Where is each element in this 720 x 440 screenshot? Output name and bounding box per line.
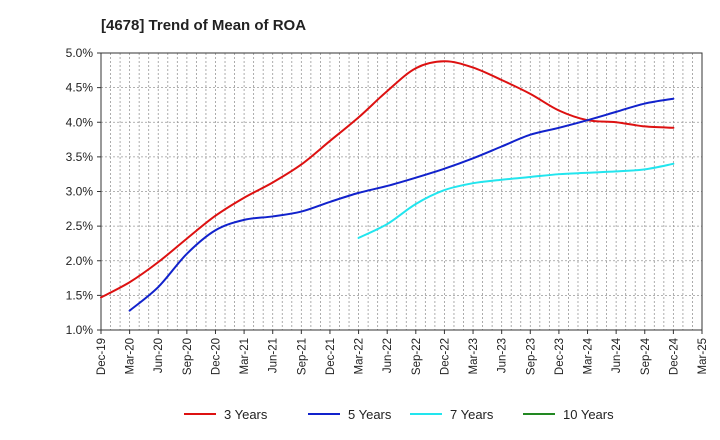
x-tick-label: Mar-25 <box>697 338 709 374</box>
y-tick-label: 5.0% <box>66 46 94 60</box>
series-line-3-years <box>100 60 675 299</box>
y-tick-label: 4.0% <box>66 115 94 129</box>
x-tick-label: Sep-21 <box>296 338 308 375</box>
x-tick-label: Sep-23 <box>525 338 537 375</box>
x-tick-label: Dec-20 <box>210 338 222 375</box>
x-tick-label: Jun-23 <box>497 338 509 373</box>
y-axis: 1.0% 1.5% 2.0% 2.5% 3.0% 3.5% 4.0% 4.5% 5.0% <box>66 46 101 337</box>
x-tick-label: Dec-19 <box>96 338 108 375</box>
y-tick-label: 1.5% <box>66 288 94 302</box>
y-tick-label: 2.0% <box>66 254 94 268</box>
series-line-7-years <box>357 162 675 239</box>
x-tick-label: Jun-20 <box>153 338 165 373</box>
x-tick-label: Mar-20 <box>125 338 137 374</box>
legend-label: 7 Years <box>450 407 494 422</box>
x-tick-label: Jun-24 <box>611 337 623 373</box>
x-tick-label: Sep-20 <box>182 338 194 375</box>
x-tick-label: Dec-24 <box>668 337 680 375</box>
x-tick-label: Dec-21 <box>325 338 337 375</box>
chart-title: [4678] Trend of Mean of ROA <box>101 17 306 34</box>
grid <box>101 53 702 330</box>
y-tick-label: 2.5% <box>66 219 94 233</box>
series-lines <box>100 60 675 312</box>
x-axis: Dec-19 Mar-20 Jun-20 Sep-20 Dec-20 Mar-21 Jun-… <box>96 330 709 375</box>
x-tick-label: Dec-22 <box>439 338 451 375</box>
legend-label: 10 Years <box>563 407 614 422</box>
x-tick-label: Dec-23 <box>554 338 566 375</box>
y-tick-label: 3.0% <box>66 185 94 199</box>
x-tick-label: Jun-22 <box>382 338 394 373</box>
legend-label: 3 Years <box>224 407 268 422</box>
legend: 3 Years 5 Years 7 Years 10 Years <box>184 407 614 422</box>
x-tick-label: Mar-22 <box>354 338 366 374</box>
y-tick-label: 4.5% <box>66 81 94 95</box>
x-tick-label: Sep-24 <box>640 337 652 375</box>
x-tick-label: Jun-21 <box>268 338 280 373</box>
series-line-5-years <box>128 97 675 312</box>
x-tick-label: Mar-24 <box>583 337 595 374</box>
legend-label: 5 Years <box>348 407 392 422</box>
x-tick-label: Mar-21 <box>239 338 251 374</box>
x-tick-label: Mar-23 <box>468 338 480 374</box>
y-tick-label: 1.0% <box>66 323 94 337</box>
y-tick-label: 3.5% <box>66 150 94 164</box>
x-tick-label: Sep-22 <box>411 338 423 375</box>
